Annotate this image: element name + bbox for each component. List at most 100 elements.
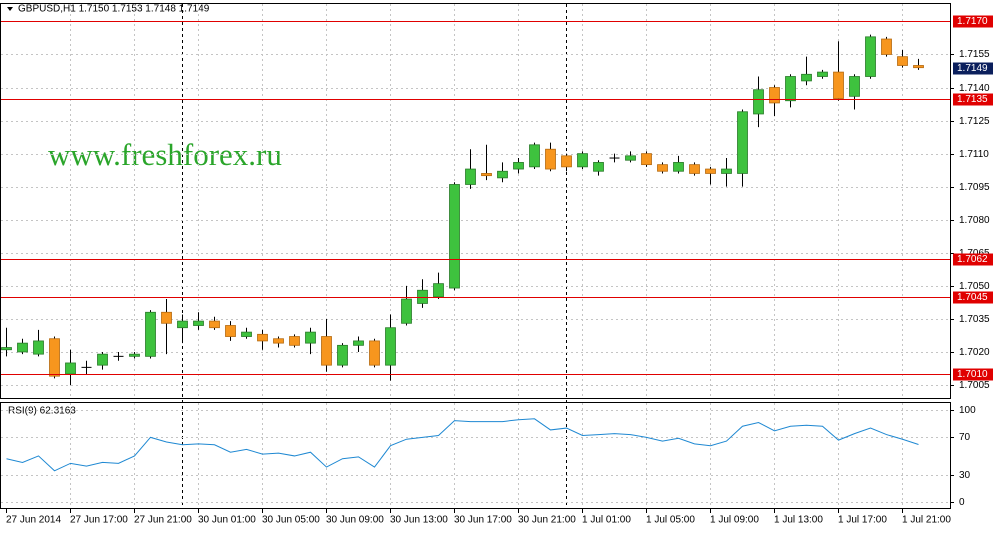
candle-body	[673, 162, 684, 172]
level-label: 1.7045	[957, 292, 988, 303]
x-tick-label: 30 Jun 01:00	[198, 515, 256, 526]
y-tick-label: 1.7140	[959, 83, 990, 94]
level-label-box	[953, 291, 993, 304]
candle-body	[385, 327, 396, 366]
level-label: 1.7062	[957, 254, 988, 265]
candle-body	[849, 76, 860, 97]
candle-body	[401, 298, 412, 324]
y-tick-label: 1.7035	[959, 314, 990, 325]
candle-body	[177, 320, 188, 329]
candle-body	[497, 170, 508, 179]
candle-body	[257, 333, 268, 342]
x-tick-label: 27 Jun 21:00	[134, 515, 192, 526]
candle-body	[833, 71, 844, 99]
x-tick-label: 30 Jun 05:00	[262, 515, 320, 526]
y-tick-label: 1.7110	[959, 149, 989, 160]
x-tick-label: 30 Jun 13:00	[390, 515, 448, 526]
y-tick-label: 1.7050	[959, 281, 990, 292]
level-label: 1.7010	[957, 369, 988, 380]
candle-body	[289, 336, 300, 346]
candle-body	[561, 155, 572, 168]
y-tick-label: 1.7095	[959, 182, 990, 193]
x-tick-label: 27 Jun 2014	[6, 515, 61, 526]
level-label-box	[953, 15, 993, 28]
candle-body	[817, 71, 828, 77]
price-header: GBPUSD,H1 1.7150 1.7153 1.7148 1.7149	[18, 4, 210, 15]
y-tick-label: 30	[959, 470, 971, 481]
candle-body	[1, 347, 12, 351]
candle-body	[785, 76, 796, 102]
level-label-box	[953, 368, 993, 381]
x-tick-label: 30 Jun 21:00	[518, 515, 576, 526]
y-tick-label: 1.7125	[959, 116, 990, 127]
y-tick-label: 1.7155	[959, 49, 990, 60]
candle-body	[769, 87, 780, 104]
candle-body	[417, 289, 428, 304]
y-tick-label: 100	[959, 405, 976, 416]
candle-body	[65, 362, 76, 375]
candle-body	[337, 344, 348, 366]
candle-body	[625, 155, 636, 161]
x-tick-label: 1 Jul 17:00	[838, 515, 887, 526]
level-label: 1.7135	[957, 94, 988, 105]
x-tick-label: 1 Jul 09:00	[710, 515, 759, 526]
rsi-line	[6, 418, 919, 472]
x-tick-label: 1 Jul 01:00	[582, 515, 631, 526]
candle-body	[17, 342, 28, 353]
candle-body	[577, 153, 588, 168]
price-panel	[0, 3, 951, 399]
candle-body	[225, 325, 236, 337]
candle-body	[193, 320, 204, 326]
y-tick-label: 1.7005	[959, 380, 990, 391]
candle-body	[705, 168, 716, 174]
candle-body	[369, 340, 380, 366]
candle-body	[145, 311, 156, 357]
candle-body	[209, 320, 220, 329]
candle-body	[241, 331, 252, 337]
level-label-box	[953, 93, 993, 106]
rsi-panel	[0, 402, 951, 509]
candle-body	[593, 162, 604, 172]
y-tick-label: 1.7020	[959, 347, 990, 358]
candle-body	[481, 173, 492, 177]
candle-body	[305, 331, 316, 344]
candle-body	[49, 338, 60, 377]
level-label-box	[953, 253, 993, 266]
candle-body	[865, 36, 876, 77]
candle-body	[753, 89, 764, 115]
y-tick-label: 70	[959, 432, 971, 443]
candle-body	[97, 353, 108, 366]
candle-body	[33, 340, 44, 355]
candle-body	[721, 168, 732, 174]
candle-body	[449, 184, 460, 289]
menu-arrow[interactable]	[7, 7, 13, 11]
candle-body	[897, 56, 908, 66]
candle-body	[161, 311, 172, 324]
candle-body	[513, 162, 524, 170]
candle-body	[657, 164, 668, 172]
candle-body	[321, 336, 332, 366]
x-tick-label: 27 Jun 17:00	[70, 515, 128, 526]
candle-body	[353, 340, 364, 346]
candle-body	[641, 153, 652, 166]
x-tick-label: 1 Jul 21:00	[902, 515, 951, 526]
x-tick-label: 30 Jun 17:00	[454, 515, 512, 526]
x-tick-label: 30 Jun 09:00	[326, 515, 384, 526]
candle-body	[737, 111, 748, 174]
x-tick-label: 1 Jul 05:00	[646, 515, 695, 526]
x-tick-label: 1 Jul 13:00	[774, 515, 823, 526]
candle-body	[881, 38, 892, 55]
candle-body	[545, 148, 556, 170]
candle-body	[689, 164, 700, 174]
candle-body	[529, 144, 540, 168]
y-tick-label: 0	[959, 497, 965, 508]
price-label: 1.7149	[957, 63, 988, 74]
candle-body	[273, 338, 284, 344]
candle-body	[913, 65, 924, 69]
candle-body	[465, 168, 476, 185]
candle-body	[433, 283, 444, 298]
level-label: 1.7170	[957, 16, 988, 27]
candle-body	[129, 353, 140, 357]
